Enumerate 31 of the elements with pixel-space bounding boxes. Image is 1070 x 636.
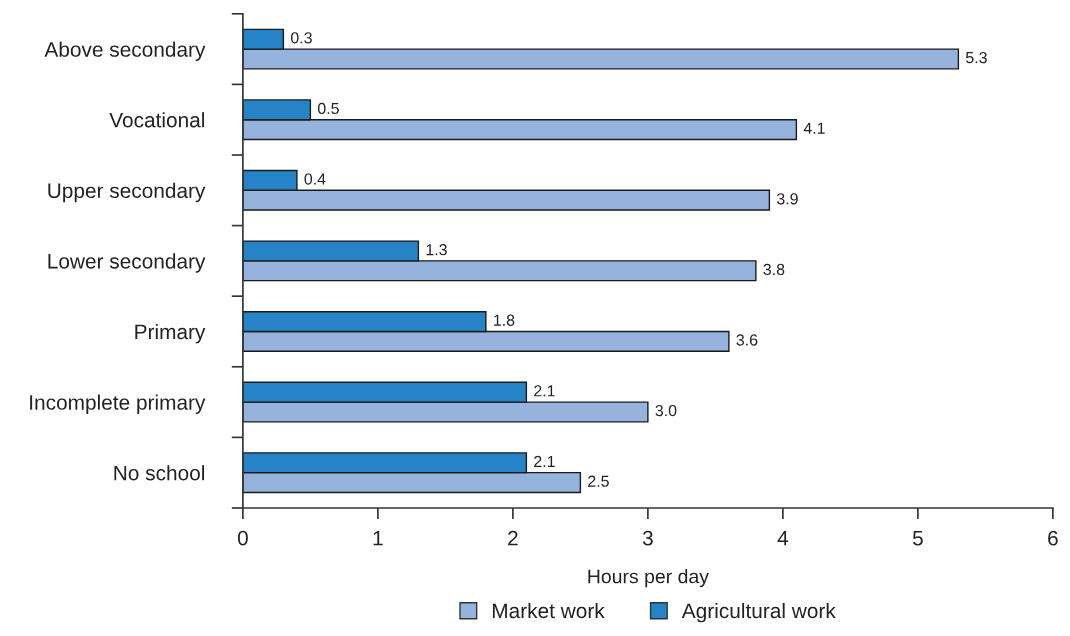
data-label: 0.4 [304,173,326,185]
data-label: 4.1 [803,122,825,134]
y-tick-label: Above secondary [44,41,206,61]
y-tick-label: Vocational [109,112,204,128]
data-label: 1.8 [494,314,515,326]
y-tick-label: No school [114,465,204,481]
data-label: 1.3 [426,243,447,256]
data-label: 2.1 [534,455,555,467]
data-label: 0.5 [317,102,339,115]
y-tick-label: Incomplete primary [30,394,206,414]
legend-label: Market work [492,602,605,619]
y-tick-label: Primary [135,323,206,344]
x-tick-label: 1 [373,530,383,546]
x-tick-label: 6 [1048,530,1058,546]
x-tick-label: 0 [237,530,248,546]
data-label: 3.0 [655,404,677,417]
data-label: 3.8 [763,263,785,276]
x-tick-label: 2 [508,530,518,546]
y-tick-label: Lower secondary [48,253,206,273]
x-tick-label: 4 [777,530,789,546]
data-label: 2.5 [588,475,609,487]
x-tick-label: 5 [912,530,923,546]
data-label: 0.3 [290,32,312,44]
x-axis-title: Hours per day [588,569,709,588]
data-label: 5.3 [965,51,987,64]
data-label: 3.9 [776,193,798,205]
legend-label: Agricultural work [681,602,836,623]
data-label: 3.6 [736,334,758,346]
data-label: 2.1 [534,385,555,397]
y-tick-label: Upper secondary [48,182,206,203]
x-tick-label: 3 [642,530,653,546]
